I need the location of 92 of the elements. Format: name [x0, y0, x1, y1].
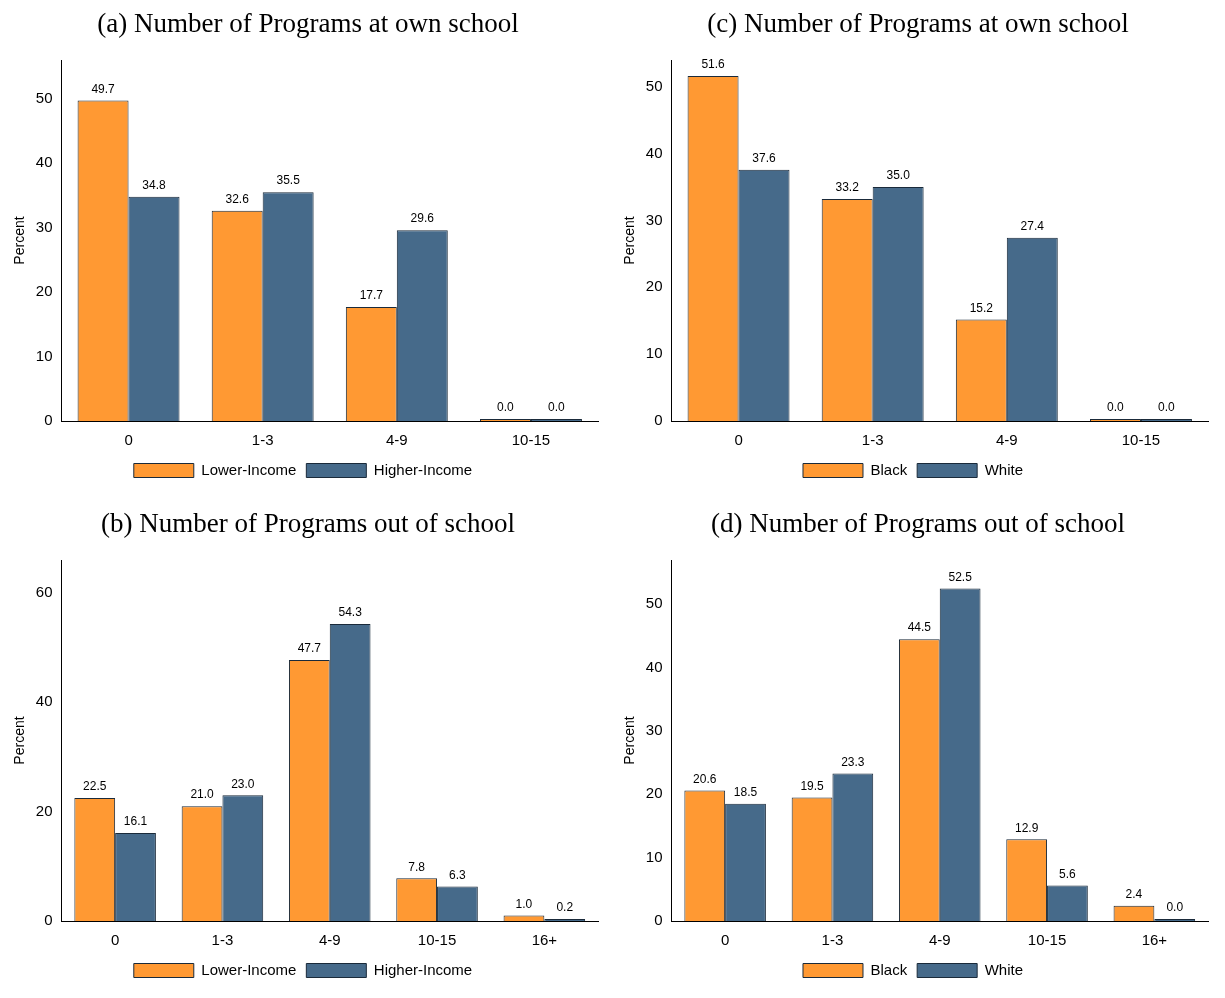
y-axis-title: Percent — [11, 216, 28, 265]
data-label: 52.5 — [948, 569, 973, 584]
data-label: 33.2 — [835, 180, 860, 195]
x-tick-label: 10-15 — [1121, 431, 1161, 449]
data-label: 23.0 — [231, 776, 255, 791]
data-label: 29.6 — [410, 211, 435, 226]
data-label: 18.5 — [733, 785, 758, 800]
y-tick-label: 0 — [654, 911, 663, 929]
x-tick-label: 16+ — [531, 931, 558, 949]
chart-title: (b) Number of Programs out of school — [100, 508, 516, 540]
chart-title: (a) Number of Programs at own school — [96, 8, 520, 40]
x-tick-label: 10-15 — [511, 431, 551, 449]
legend-label: Higher-Income — [373, 460, 473, 478]
x-tick-label: 0 — [124, 431, 133, 449]
x-tick-label: 0 — [720, 931, 730, 949]
data-label: 35.0 — [886, 168, 911, 183]
y-tick-label: 40 — [35, 153, 53, 171]
y-tick-label: 0 — [44, 411, 53, 429]
x-tick-label: 10-15 — [417, 931, 457, 949]
y-tick-label: 10 — [35, 346, 53, 364]
data-label: 49.7 — [91, 81, 116, 96]
data-label: 15.2 — [969, 300, 994, 315]
y-tick-label: 40 — [35, 692, 53, 710]
data-label: 22.5 — [83, 779, 107, 794]
x-tick-label: 1-3 — [211, 931, 234, 949]
data-label: 0.0 — [1166, 900, 1184, 915]
data-label: 54.3 — [338, 605, 363, 620]
data-label: 20.6 — [693, 771, 717, 786]
data-label: 23.3 — [841, 754, 865, 769]
y-tick-label: 30 — [645, 210, 663, 228]
y-tick-label: 0 — [654, 411, 663, 429]
x-tick-label: 10-15 — [1027, 931, 1067, 949]
data-label: 35.5 — [276, 173, 301, 188]
y-tick-label: 20 — [35, 282, 53, 300]
data-label: 37.6 — [752, 150, 777, 165]
y-tick-label: 30 — [35, 217, 53, 235]
data-label: 0.0 — [497, 400, 515, 415]
data-label: 34.8 — [142, 177, 167, 192]
y-tick-label: 60 — [35, 582, 53, 600]
x-tick-label: 0 — [734, 431, 743, 449]
x-tick-label: 1-3 — [861, 431, 884, 449]
legend-label: White — [984, 460, 1024, 478]
data-label: 32.6 — [225, 192, 250, 207]
x-tick-label: 0 — [110, 931, 120, 949]
y-tick-label: 40 — [645, 657, 663, 675]
legend-label: Black — [870, 960, 908, 978]
y-tick-label: 20 — [645, 277, 663, 295]
x-tick-label: 4-9 — [385, 431, 408, 449]
legend-label: Higher-Income — [373, 960, 473, 978]
x-tick-label: 1-3 — [821, 931, 844, 949]
y-tick-label: 50 — [35, 88, 53, 106]
y-tick-label: 0 — [44, 911, 53, 929]
y-tick-label: 40 — [645, 143, 663, 161]
y-axis-title: Percent — [11, 716, 28, 765]
y-tick-label: 50 — [645, 76, 663, 94]
y-axis-title: Percent — [621, 216, 638, 265]
y-axis-title: Percent — [621, 716, 638, 765]
data-label: 19.5 — [800, 778, 825, 793]
data-label: 2.4 — [1125, 887, 1143, 902]
y-tick-label: 20 — [645, 784, 663, 802]
data-label: 51.6 — [701, 57, 726, 72]
x-tick-label: 1-3 — [251, 431, 274, 449]
legend-label: Lower-Income — [201, 960, 297, 978]
data-label: 7.8 — [408, 859, 426, 874]
data-label: 27.4 — [1020, 219, 1045, 234]
data-label: 0.0 — [1158, 400, 1176, 415]
x-tick-label: 16+ — [1141, 931, 1168, 949]
y-tick-label: 30 — [645, 721, 663, 739]
x-tick-label: 4-9 — [995, 431, 1018, 449]
data-label: 17.7 — [359, 288, 384, 303]
y-tick-label: 10 — [645, 847, 663, 865]
legend-label: Lower-Income — [201, 460, 297, 478]
legend-label: Black — [870, 460, 908, 478]
data-label: 44.5 — [907, 620, 932, 635]
y-tick-label: 20 — [35, 801, 53, 819]
data-label: 16.1 — [123, 814, 148, 829]
data-label: 5.6 — [1059, 866, 1077, 881]
data-label: 1.0 — [515, 896, 533, 911]
data-label: 21.0 — [190, 787, 215, 802]
x-tick-label: 4-9 — [318, 931, 341, 949]
chart-title: (d) Number of Programs out of school — [710, 508, 1126, 540]
y-tick-label: 50 — [645, 594, 663, 612]
data-label: 0.0 — [548, 400, 566, 415]
legend-label: White — [984, 960, 1024, 978]
chart-title: (c) Number of Programs at own school — [706, 8, 1130, 40]
data-label: 0.0 — [1107, 400, 1125, 415]
data-label: 12.9 — [1014, 820, 1039, 835]
x-tick-label: 4-9 — [928, 931, 951, 949]
data-label: 0.2 — [556, 900, 574, 915]
y-tick-label: 10 — [645, 344, 663, 362]
data-label: 47.7 — [297, 641, 322, 656]
data-label: 6.3 — [449, 867, 467, 882]
